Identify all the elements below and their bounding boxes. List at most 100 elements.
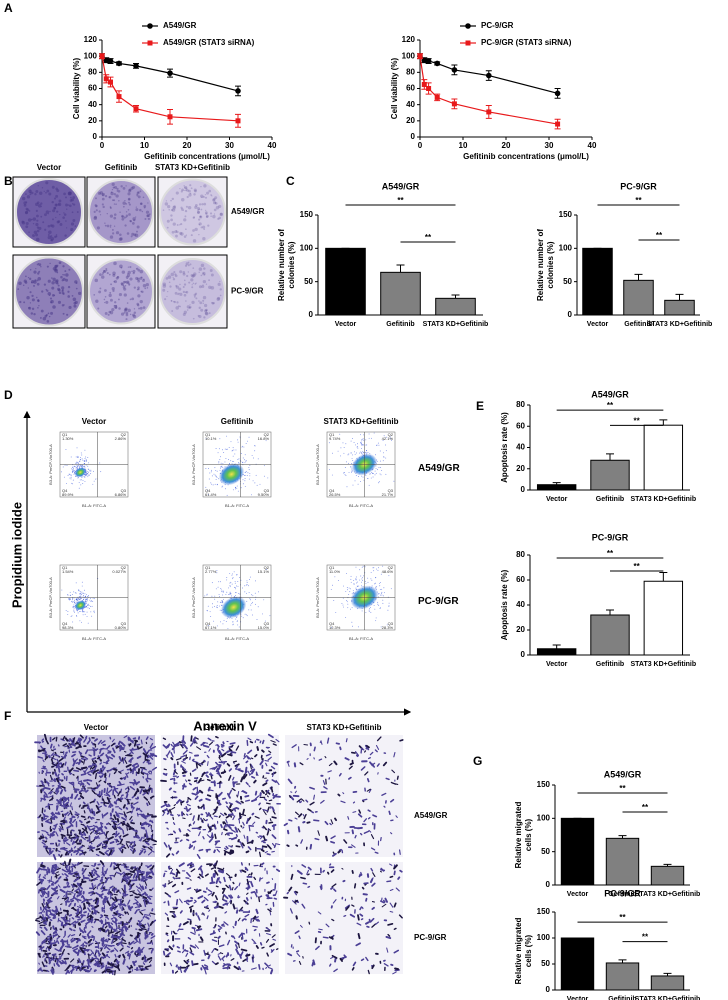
flow-event — [231, 596, 232, 597]
flow-event — [250, 605, 251, 606]
flow-event — [221, 466, 222, 467]
flow-event — [222, 486, 223, 487]
cell — [39, 837, 43, 838]
colony — [188, 271, 189, 272]
cell — [97, 849, 100, 850]
colony — [45, 192, 47, 194]
cell — [206, 820, 207, 821]
colony — [60, 276, 63, 279]
flow-event — [85, 456, 86, 457]
cell — [149, 790, 150, 791]
colony — [173, 301, 175, 303]
cell — [74, 847, 75, 848]
migration-image — [35, 735, 156, 859]
cell — [46, 837, 47, 838]
colony — [35, 190, 38, 193]
flow-event — [343, 473, 344, 474]
colony — [71, 222, 74, 225]
flow-event — [222, 602, 223, 603]
cell — [373, 763, 374, 764]
column-label: STAT3 KD+Gefitinib — [155, 163, 230, 172]
flow-event — [229, 463, 230, 464]
cell — [56, 813, 60, 814]
flow-event — [361, 578, 362, 579]
cell — [208, 762, 209, 766]
cell — [57, 787, 58, 790]
cell — [246, 768, 247, 773]
cell — [107, 851, 109, 852]
quadrant-value: 1.54% — [62, 569, 74, 574]
cell — [121, 900, 122, 904]
flow-event — [72, 602, 73, 603]
cell — [180, 840, 181, 841]
flow-event — [75, 466, 76, 467]
colony — [134, 286, 136, 288]
flow-event — [89, 475, 90, 476]
cell — [61, 904, 62, 905]
flow-event — [381, 589, 382, 590]
colony — [95, 279, 98, 282]
flow-event — [260, 484, 261, 485]
colony — [102, 206, 104, 208]
cell — [119, 763, 120, 764]
cell — [98, 758, 100, 759]
flow-event — [78, 590, 79, 591]
flow-event — [374, 433, 375, 434]
flow-event — [372, 473, 373, 474]
cell — [289, 820, 292, 821]
cell — [92, 884, 93, 888]
flow-event — [237, 486, 238, 487]
colony — [188, 190, 191, 193]
colony — [130, 298, 132, 300]
cell — [75, 867, 76, 868]
cell — [115, 955, 116, 957]
flow-event — [79, 488, 80, 489]
colony — [44, 191, 45, 192]
flow-event — [66, 610, 67, 611]
cell — [82, 808, 84, 809]
cell — [64, 814, 65, 815]
colony — [131, 297, 134, 300]
flow-event — [351, 576, 352, 577]
colony — [195, 204, 198, 207]
flow-event — [230, 460, 231, 461]
cell — [76, 917, 79, 918]
cell — [227, 751, 230, 752]
flow-event — [87, 616, 88, 617]
colony — [143, 306, 146, 309]
flow-event — [357, 448, 358, 449]
flow-y-title: Propidium iodide — [9, 502, 24, 608]
flow-event — [225, 458, 226, 459]
flow-event — [233, 577, 234, 578]
flow-event — [214, 599, 215, 600]
flow-event — [219, 594, 220, 595]
colony — [166, 200, 167, 201]
colony — [126, 314, 129, 317]
flow-event — [251, 494, 252, 495]
flow-event — [93, 598, 94, 599]
cell — [104, 782, 105, 783]
cell — [307, 759, 308, 760]
colony — [118, 190, 121, 193]
cell — [114, 894, 117, 895]
cell — [139, 874, 143, 875]
colony — [140, 270, 144, 274]
cell — [95, 970, 96, 971]
flow-event — [357, 443, 358, 444]
colony — [129, 189, 132, 192]
cell — [55, 773, 56, 776]
cell — [72, 830, 74, 831]
cell — [95, 955, 96, 957]
colony — [181, 198, 184, 201]
cell — [95, 761, 96, 762]
colony — [99, 287, 101, 289]
cell — [190, 814, 192, 815]
flow-event — [255, 593, 256, 594]
cell — [260, 793, 261, 796]
flow-event — [210, 482, 211, 483]
colony — [36, 297, 37, 298]
cell — [146, 877, 151, 878]
cell — [51, 750, 53, 751]
cell — [62, 774, 63, 775]
cell — [105, 827, 106, 828]
